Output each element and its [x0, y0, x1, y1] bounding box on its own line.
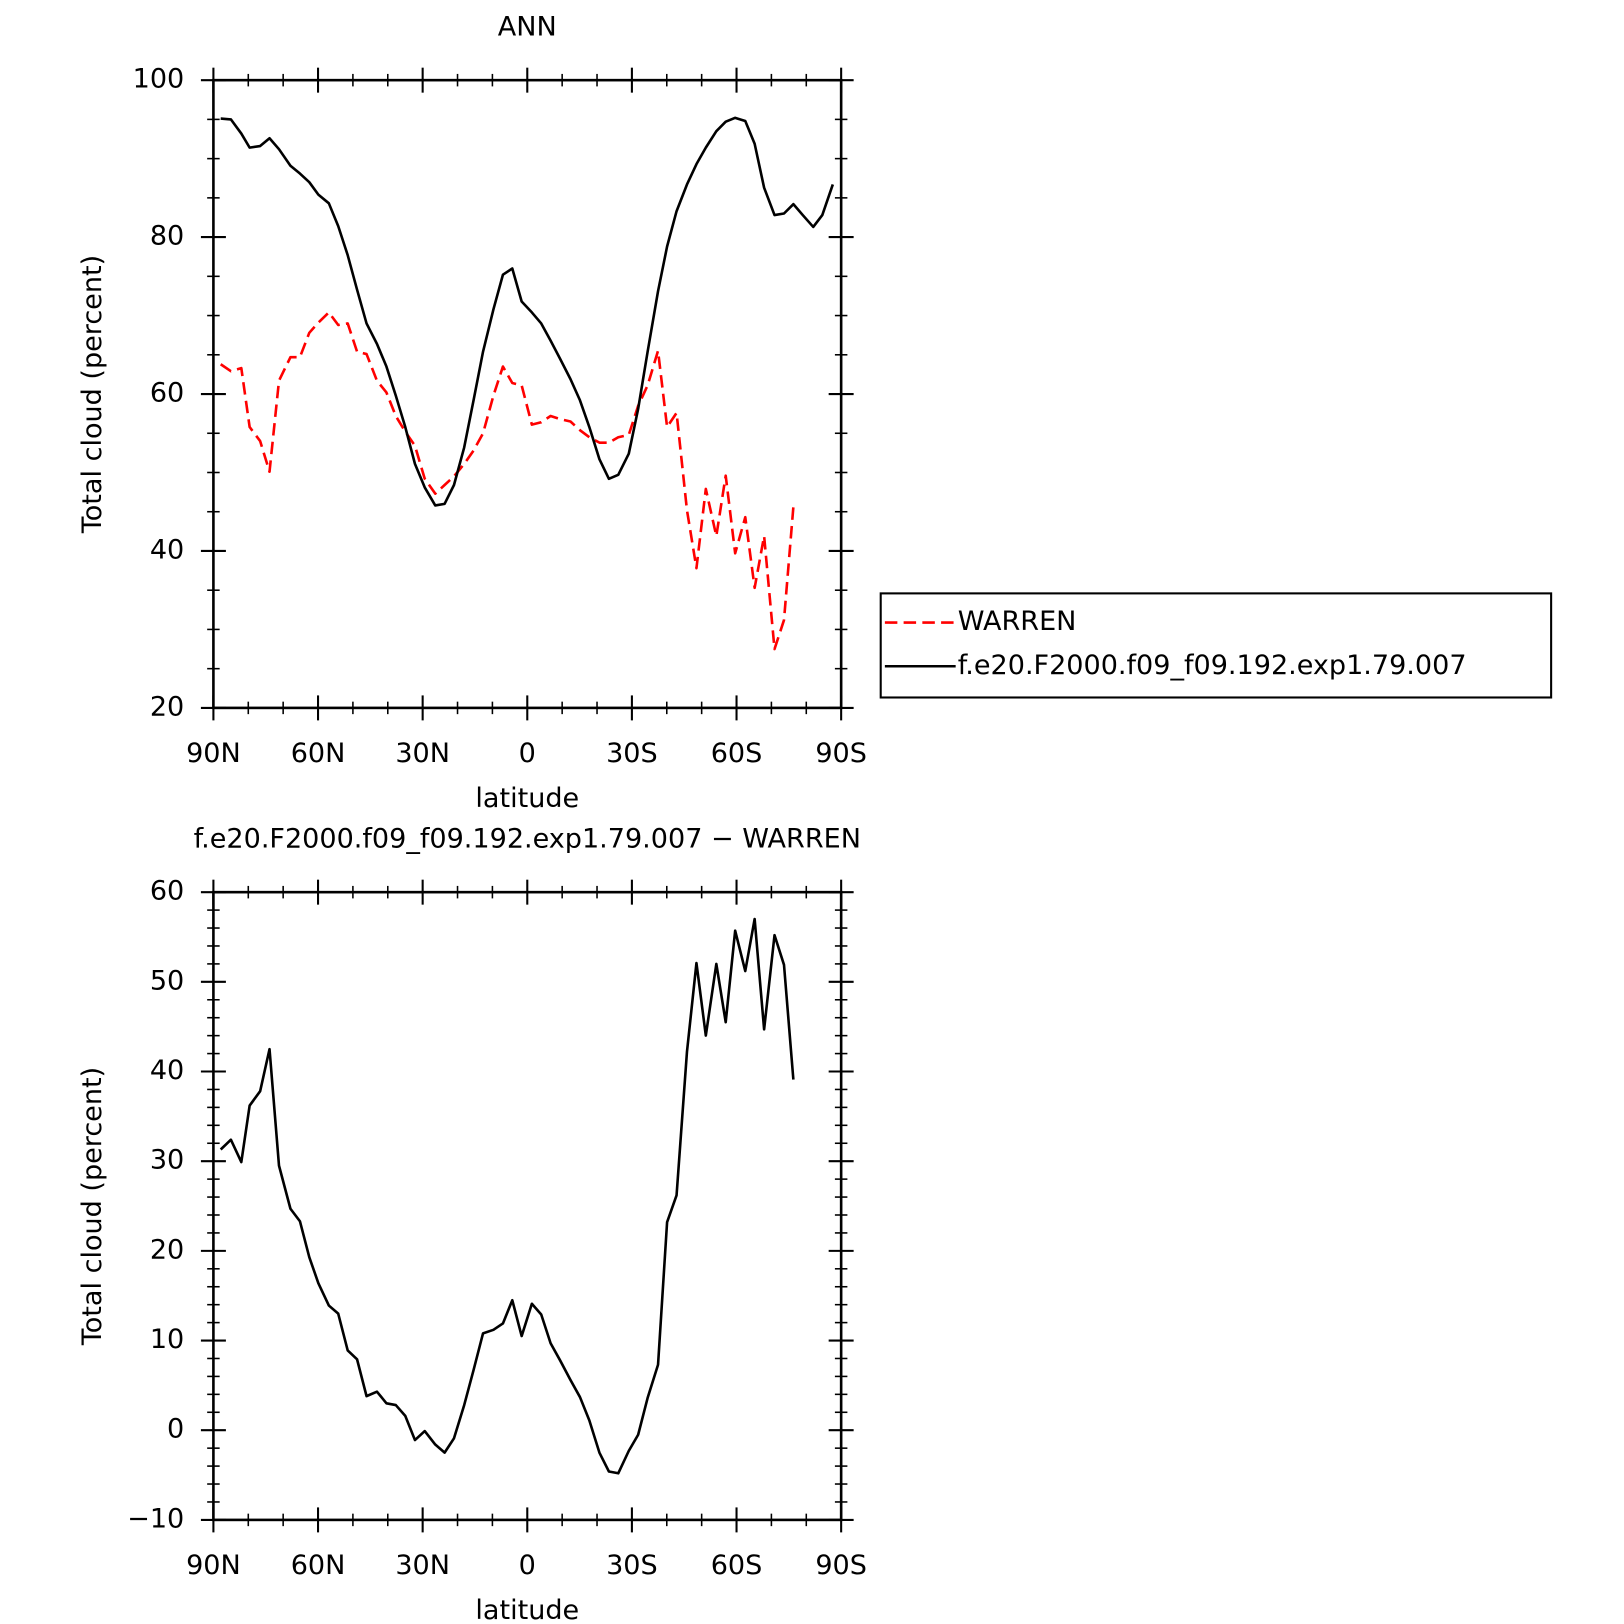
x-tick-label: 30N: [395, 1550, 450, 1581]
x-tick-label: 30S: [606, 1550, 658, 1581]
legend-label: WARREN: [958, 606, 1077, 637]
y-tick-label: 0: [167, 1414, 184, 1445]
y-tick-label: 20: [150, 691, 184, 722]
y-tick-label: 40: [150, 1055, 184, 1086]
x-tick-label: 60S: [711, 738, 763, 769]
legend-box: [879, 592, 1553, 699]
chart-title: ANN: [498, 12, 557, 43]
x-axis-label: latitude: [475, 1595, 579, 1624]
y-tick-label: 60: [150, 378, 184, 409]
y-tick-label: 30: [150, 1145, 184, 1176]
y-tick-label: −10: [127, 1503, 184, 1534]
y-axis-label: Total cloud (percent): [77, 1067, 108, 1346]
x-tick-label: 0: [519, 738, 536, 769]
data-line: [219, 917, 795, 1475]
x-tick-label: 90N: [186, 738, 241, 769]
y-tick-label: 80: [150, 221, 184, 252]
x-tick-label: 0: [519, 1550, 536, 1581]
x-tick-label: 90N: [186, 1550, 241, 1581]
y-tick-label: 100: [133, 64, 185, 95]
y-tick-label: 20: [150, 1234, 184, 1265]
x-tick-label: 60N: [291, 1550, 346, 1581]
y-tick-label: 10: [150, 1324, 184, 1355]
x-tick-label: 60S: [711, 1550, 763, 1581]
y-tick-label: 60: [150, 876, 184, 907]
y-tick-label: 50: [150, 965, 184, 996]
data-line: [219, 311, 795, 651]
plot-frame: [212, 890, 843, 1522]
x-tick-label: 60N: [291, 738, 346, 769]
legend-label: f.e20.F2000.f09_f09.192.exp1.79.007: [958, 650, 1467, 681]
chart-title: f.e20.F2000.f09_f09.192.exp1.79.007 − WA…: [194, 824, 861, 855]
x-tick-label: 30S: [606, 738, 658, 769]
plot-frame: [212, 78, 843, 710]
data-line: [220, 116, 835, 507]
x-axis-label: latitude: [475, 783, 579, 814]
x-tick-label: 30N: [395, 738, 450, 769]
x-tick-label: 90S: [815, 738, 867, 769]
y-tick-label: 40: [150, 534, 184, 565]
y-axis-label: Total cloud (percent): [77, 255, 108, 534]
x-tick-label: 90S: [815, 1550, 867, 1581]
